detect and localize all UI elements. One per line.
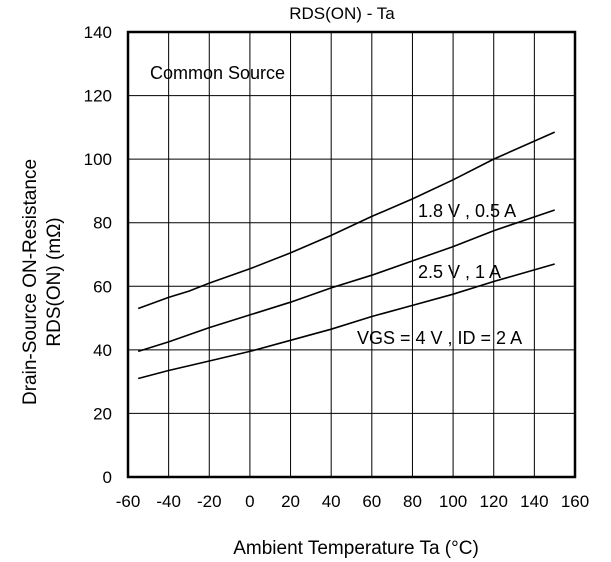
x-tick-label: -20 [197,492,222,511]
y-tick-label: 20 [93,404,112,423]
y-tick-label: 80 [93,214,112,233]
series-label: VGS = 4 V , ID = 2 A [357,328,522,348]
x-tick-label: 0 [245,492,254,511]
grid [128,32,575,477]
y-axis-label-line1: Drain-Source ON-Resistance [20,159,41,405]
x-tick-label: -40 [156,492,181,511]
series-layer [137,131,556,380]
series-label: 1.8 V , 0.5 A [418,201,516,221]
y-tick-label: 40 [93,341,112,360]
x-tick-label: 100 [439,492,467,511]
y-tick-label: 100 [84,150,112,169]
x-tick-label: 60 [362,492,381,511]
x-tick-label: 120 [480,492,508,511]
y-tick-label: 0 [103,468,112,487]
plot-frame [126,30,577,479]
y-tick-label: 140 [84,23,112,42]
x-tick-label: -60 [116,492,141,511]
series-line [137,263,555,380]
y-tick-label: 60 [93,277,112,296]
y-axis-label-line2: RDS(ON) (mΩ) [44,217,65,346]
x-axis-label: Ambient Temperature Ta (°C) [233,538,479,559]
x-tick-label: 20 [281,492,300,511]
x-tick-label: 140 [520,492,548,511]
x-tick-label: 160 [561,492,589,511]
x-tick-label: 40 [322,492,341,511]
tick-labels: -60 -40 -20 0 20 40 60 80 100 120 140 160 0 20 40 60 80 1… [84,23,590,511]
series-line [137,131,556,310]
y-tick-label: 120 [84,87,112,106]
series-labels: 1.8 V , 0.5 A 2.5 V , 1 A VGS = 4 V , ID =… [357,201,522,348]
annotation-common-source: Common Source [150,63,285,83]
series-line [137,209,555,353]
series-label: 2.5 V , 1 A [418,262,501,282]
chart-title: RDS(ON) - Ta [289,4,395,23]
x-tick-label: 80 [403,492,422,511]
